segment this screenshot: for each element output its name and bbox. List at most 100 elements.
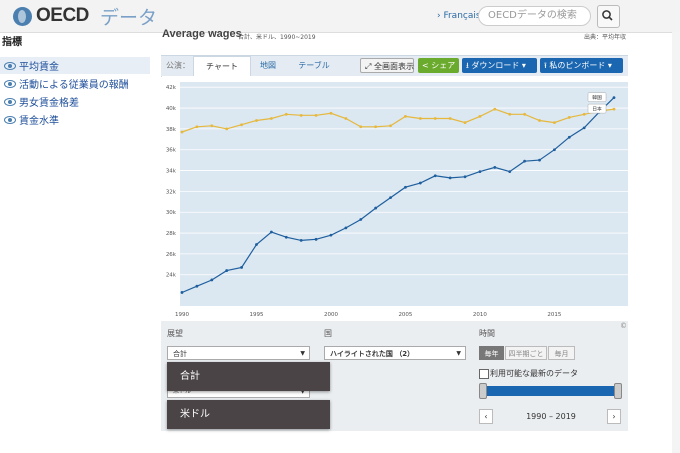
x-tick-label: 2015 <box>547 312 561 318</box>
freq-quarterly[interactable]: 四半期ごと <box>505 346 547 360</box>
country-value: ハイライトされた国 （2） <box>330 350 415 358</box>
y-tick-label: 38k <box>166 127 177 133</box>
data-point <box>463 175 467 179</box>
freq-annual[interactable]: 毎年 <box>479 346 504 360</box>
data-point <box>538 158 541 162</box>
indicator-average-wages[interactable]: 平均賃金 <box>0 57 150 74</box>
y-tick-label: 36k <box>166 148 177 154</box>
tab-map[interactable]: 地図 <box>260 61 276 70</box>
eye-icon <box>4 115 16 124</box>
data-point <box>329 233 333 237</box>
download-button[interactable]: ⭳ ダウンロード ▾ <box>462 58 537 73</box>
country-dropdown[interactable]: ハイライトされた国 （2） ▼ <box>324 346 466 360</box>
latest-data-label: 利用可能な最新のデータ <box>490 369 578 378</box>
data-point <box>240 123 243 127</box>
x-tick-label: 2000 <box>324 312 338 318</box>
data-point <box>359 218 363 221</box>
indicator-label: 賃金水準 <box>19 116 59 127</box>
download-label: ダウンロード ▾ <box>471 61 526 70</box>
data-point <box>538 119 541 122</box>
chevron-down-icon: ▼ <box>456 350 461 357</box>
data-point <box>344 117 348 120</box>
indicator-gender-wage-gap[interactable]: 男女賃金格差 <box>0 93 150 110</box>
language-link-french[interactable]: › Français <box>437 11 481 21</box>
data-point <box>389 124 392 128</box>
series-name: 日本 <box>592 106 602 113</box>
indicator-label: 活動による従業員の報酬 <box>19 80 129 91</box>
slider-handle-end[interactable] <box>614 383 622 399</box>
latest-data-checkbox[interactable] <box>479 369 489 379</box>
chart-area: 24k 26k 28k 30k 32k 34k 36k 38k 40k 42k 1990 1995 20… <box>162 76 628 321</box>
data-point <box>523 112 527 116</box>
series-end-label: 日本 <box>587 103 607 114</box>
data-point <box>404 185 407 189</box>
search-icon <box>602 10 613 21</box>
tab-table[interactable]: テーブル <box>298 61 330 70</box>
label-box <box>587 92 607 102</box>
x-tick-label: 2005 <box>398 312 412 318</box>
data-point <box>523 159 527 163</box>
indicator-employee-compensation[interactable]: 活動による従業員の報酬 <box>0 75 150 92</box>
share-label: シェア <box>431 61 456 70</box>
oecd-logo-icon[interactable] <box>13 7 32 26</box>
data-point <box>493 107 497 111</box>
range-prev-button[interactable]: ‹ <box>479 409 493 424</box>
data-point <box>225 269 229 272</box>
chart-subtitle: 合計、米ドル、1990~2019 <box>238 34 316 41</box>
data-point <box>508 170 512 173</box>
data-point <box>478 170 482 173</box>
data-point <box>284 235 288 239</box>
perspective-control-label: 展望 <box>167 329 183 338</box>
time-range-slider[interactable] <box>484 386 620 396</box>
data-point <box>612 107 616 111</box>
pinboard-label: 私のピンボード ▾ <box>549 61 612 70</box>
data-point <box>314 237 318 241</box>
data-point <box>418 181 422 185</box>
page-scrollbar[interactable] <box>672 32 680 453</box>
freq-monthly[interactable]: 毎月 <box>548 346 575 360</box>
tab-chart[interactable]: チャート <box>193 56 251 77</box>
y-tick-label: 28k <box>166 231 177 237</box>
dropdown-option-usd[interactable]: 米ドル <box>167 400 330 429</box>
series-name: 韓国 <box>592 94 602 101</box>
data-point <box>210 124 214 128</box>
slider-handle-start[interactable] <box>479 383 487 399</box>
share-button[interactable]: < シェア <box>418 58 459 73</box>
measure-dropdown[interactable]: 合計 ▼ <box>167 346 310 360</box>
y-tick-label: 40k <box>166 106 177 112</box>
line-chart: 24k 26k 28k 30k 32k 34k 36k 38k 40k 42k 1990 1995 20… <box>166 82 628 318</box>
indicator-heading: 指標 <box>2 37 22 48</box>
data-point <box>404 114 407 118</box>
data-point <box>567 116 571 119</box>
eye-icon <box>4 61 16 70</box>
fullscreen-label: 全画面表示 <box>373 62 414 71</box>
data-point <box>478 114 482 118</box>
data-point <box>448 117 452 120</box>
data-portal-title[interactable]: データ <box>100 7 158 29</box>
fullscreen-button[interactable]: ⤢ 全画面表示 <box>360 58 414 73</box>
data-point <box>225 127 229 131</box>
search-button[interactable] <box>597 5 620 28</box>
data-point <box>299 113 303 117</box>
chart-source: 出典：平均年収 <box>584 34 627 41</box>
eye-icon <box>4 79 16 88</box>
eye-icon <box>4 97 16 106</box>
data-point <box>448 176 452 180</box>
country-control-label: 国 <box>324 329 332 338</box>
data-point <box>389 196 392 200</box>
y-tick-label: 32k <box>166 189 177 195</box>
data-point <box>374 206 378 210</box>
copyright-mark: © <box>620 322 627 330</box>
data-point <box>269 230 273 234</box>
search-input[interactable]: OECDデータの検索 <box>478 6 591 26</box>
pinboard-button[interactable]: ⭱ 私のピンボード ▾ <box>540 58 623 73</box>
oecd-logo-text[interactable]: OECD <box>36 5 89 26</box>
dropdown-option-total[interactable]: 合計 <box>167 362 330 391</box>
series-end-label: 韓国 <box>587 92 607 102</box>
y-tick-label: 30k <box>166 210 177 216</box>
indicator-wage-levels[interactable]: 賃金水準 <box>0 111 150 128</box>
data-point <box>314 113 318 117</box>
range-next-button[interactable]: › <box>607 409 621 424</box>
x-tick-label: 2010 <box>473 312 487 318</box>
data-point <box>433 174 437 178</box>
